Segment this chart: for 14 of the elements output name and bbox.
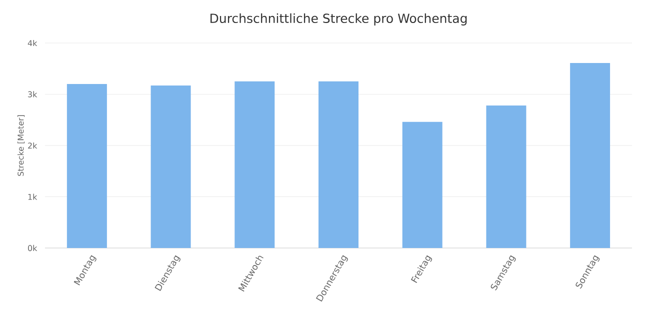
- y-tick-label: 0k: [28, 244, 38, 252]
- bar: [66, 84, 107, 248]
- y-tick-label: 1k: [28, 194, 38, 200]
- chart-title: Durchschnittliche Strecke pro Wochentag: [210, 13, 467, 26]
- bar: [150, 86, 191, 248]
- bar: [402, 122, 442, 248]
- y-axis-title: Strecke [Meter]: [17, 115, 25, 176]
- bar: [570, 62, 610, 248]
- bar: [486, 106, 526, 248]
- y-tick-label: 2k: [28, 142, 38, 149]
- y-tick-label: 3k: [28, 91, 38, 98]
- bar: [318, 81, 358, 248]
- y-tick-label: 4k: [28, 40, 38, 46]
- bar: [234, 81, 275, 248]
